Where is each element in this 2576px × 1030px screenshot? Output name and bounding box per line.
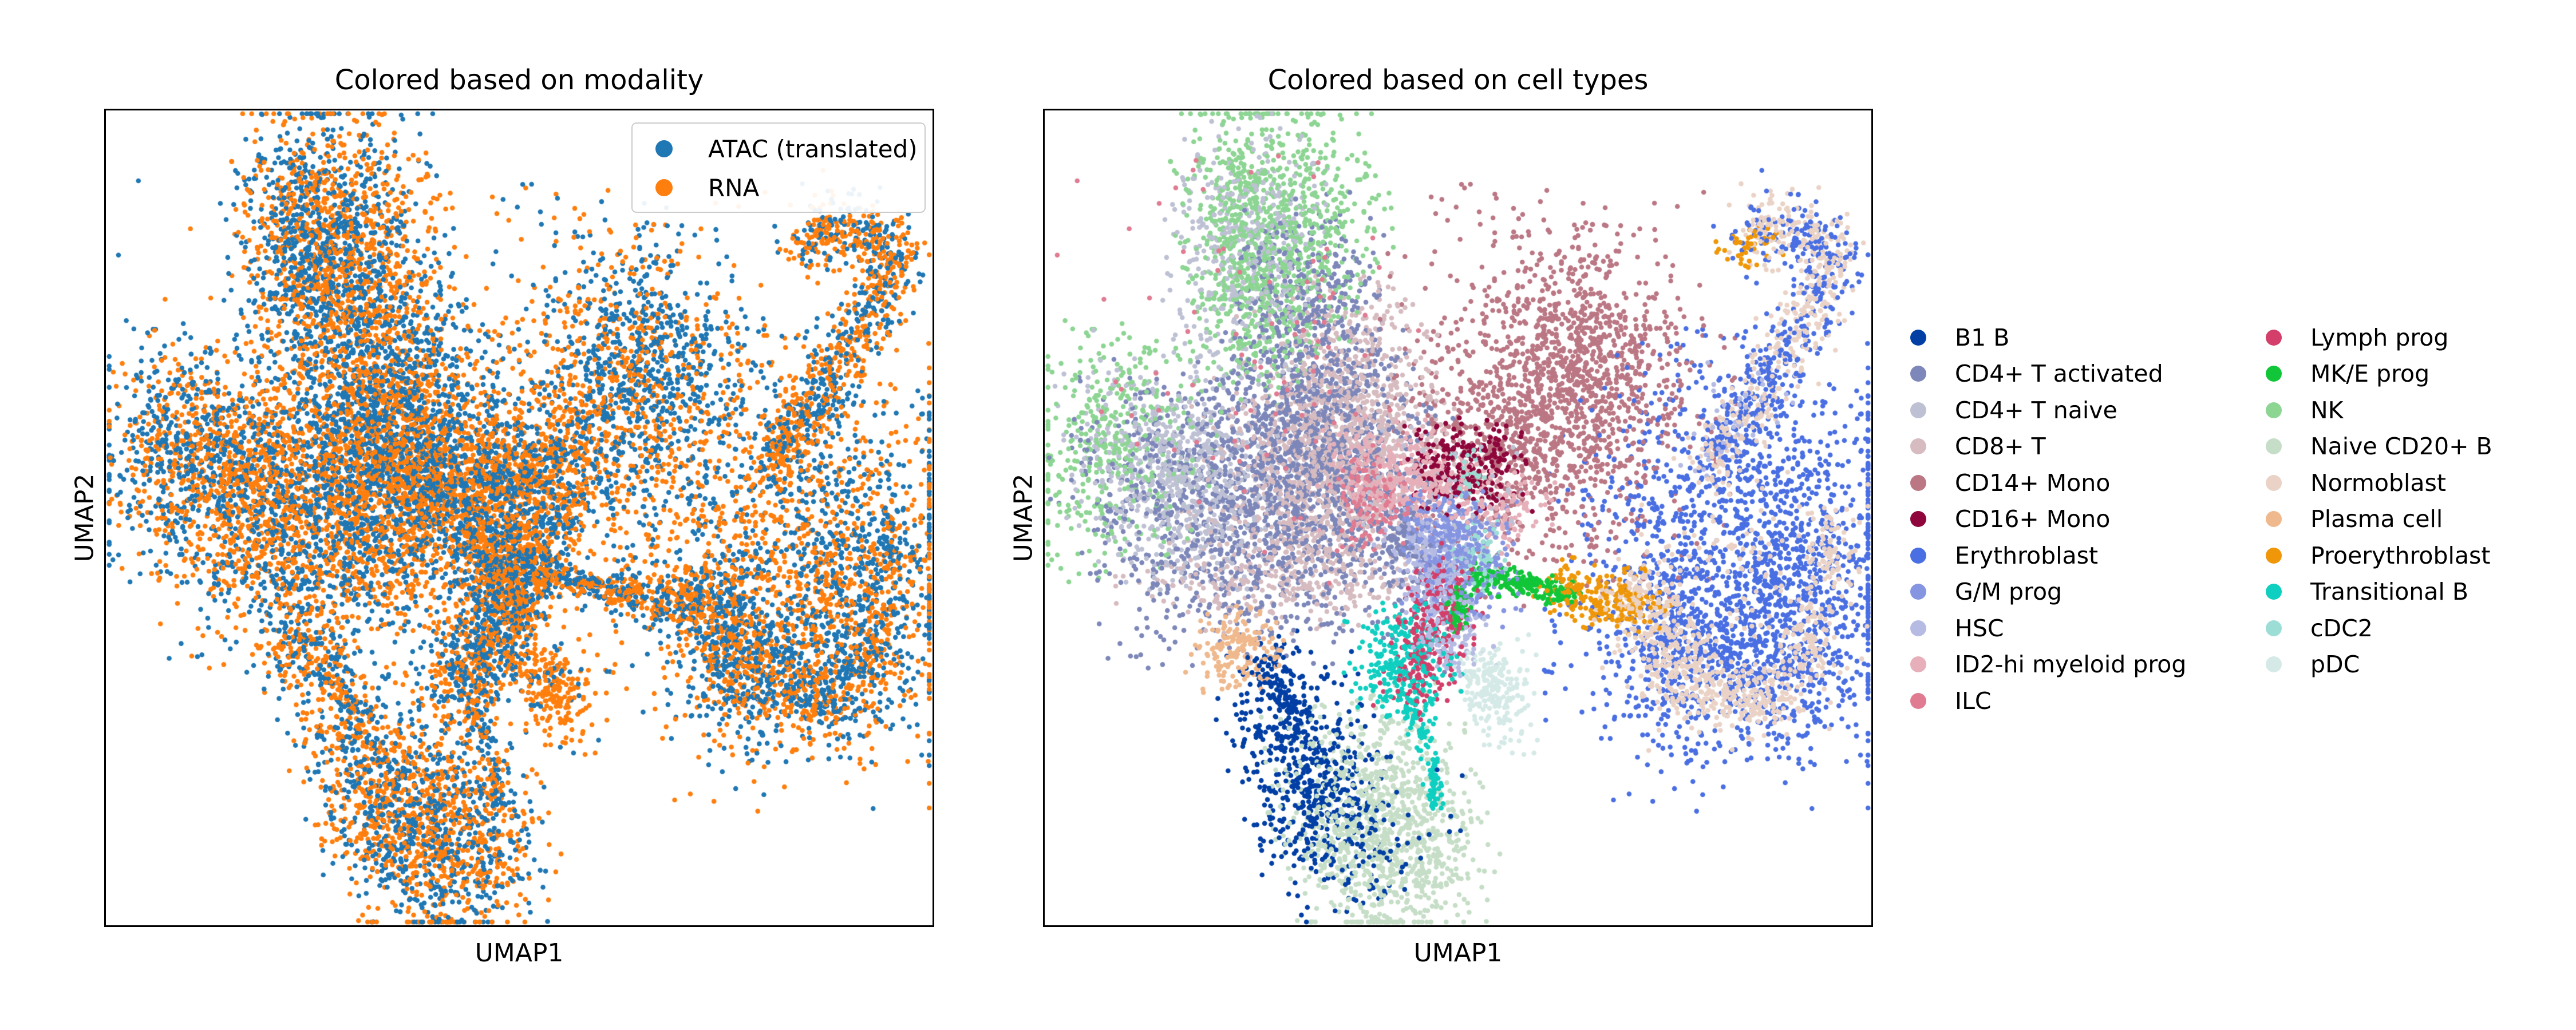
legend-label: pDC	[2310, 651, 2360, 679]
legend-item: Normoblast	[2266, 465, 2492, 501]
legend-label: ATAC (translated)	[708, 134, 918, 163]
legend-label: Naive CD20+ B	[2310, 433, 2492, 461]
legend-item: CD14+ Mono	[1910, 465, 2186, 501]
legend-item: G/M prog	[1910, 574, 2186, 611]
legend-swatch-icon	[1910, 511, 1926, 528]
legend-swatch-icon	[1910, 656, 1926, 673]
modality-legend: ATAC (translated) RNA	[631, 122, 926, 213]
legend-label: Transitional B	[2310, 578, 2468, 606]
legend-item-atac: ATAC (translated)	[655, 129, 924, 168]
legend-label: Plasma cell	[2310, 505, 2443, 533]
legend-swatch-icon	[2266, 438, 2282, 455]
legend-swatch-icon	[1910, 584, 1926, 600]
celltypes-xlabel: UMAP1	[1413, 938, 1503, 968]
legend-item: CD16+ Mono	[1910, 501, 2186, 538]
legend-label: cDC2	[2310, 614, 2373, 642]
legend-label: CD4+ T naive	[1955, 396, 2117, 424]
legend-item: CD8+ T	[1910, 429, 2186, 465]
legend-item: NK	[2266, 392, 2492, 429]
modality-panel-title: Colored based on modality	[334, 64, 704, 96]
legend-item: cDC2	[2266, 610, 2492, 647]
legend-swatch-icon	[1910, 474, 1926, 491]
celltype-legend-column-2: Lymph prog MK/E prog NK Naive CD20+ B Normob…	[2266, 319, 2492, 683]
legend-swatch-icon	[1910, 620, 1926, 636]
legend-item: MK/E prog	[2266, 356, 2492, 393]
celltype-legend-column-1: B1 B CD4+ T activated CD4+ T naive CD8+ T CD…	[1910, 319, 2186, 719]
legend-item: Plasma cell	[2266, 501, 2492, 538]
legend-label: CD4+ T activated	[1955, 360, 2163, 388]
legend-label: Lymph prog	[2310, 323, 2449, 351]
legend-swatch-icon	[2266, 584, 2282, 600]
legend-swatch-icon	[2266, 366, 2282, 382]
legend-label: ILC	[1955, 687, 1992, 715]
legend-swatch-icon	[2266, 547, 2282, 564]
celltypes-scatter-canvas	[1045, 110, 1871, 925]
legend-swatch-icon	[2266, 402, 2282, 418]
legend-label: MK/E prog	[2310, 360, 2430, 388]
legend-label: Normoblast	[2310, 469, 2446, 497]
legend-item: B1 B	[1910, 319, 2186, 356]
legend-label: NK	[2310, 396, 2344, 424]
celltypes-axes	[1043, 109, 1873, 927]
legend-item-rna: RNA	[655, 168, 924, 207]
legend-item: Lymph prog	[2266, 319, 2492, 356]
legend-label: CD8+ T	[1955, 433, 2046, 461]
legend-label: G/M prog	[1955, 578, 2063, 606]
rna-swatch-icon	[655, 179, 673, 196]
legend-swatch-icon	[1910, 366, 1926, 382]
legend-swatch-icon	[1910, 438, 1926, 455]
legend-label: Proerythroblast	[2310, 541, 2491, 569]
legend-swatch-icon	[1910, 329, 1926, 346]
celltypes-ylabel: UMAP2	[1009, 473, 1038, 562]
legend-item: CD4+ T naive	[1910, 392, 2186, 429]
legend-swatch-icon	[2266, 620, 2282, 636]
legend-item: ID2-hi myeloid prog	[1910, 647, 2186, 683]
legend-swatch-icon	[1910, 692, 1926, 709]
legend-swatch-icon	[2266, 656, 2282, 673]
legend-swatch-icon	[2266, 511, 2282, 528]
legend-label: RNA	[708, 173, 760, 202]
legend-label: B1 B	[1955, 323, 2010, 351]
legend-swatch-icon	[2266, 474, 2282, 491]
legend-item: Naive CD20+ B	[2266, 429, 2492, 465]
legend-item: Transitional B	[2266, 574, 2492, 611]
modality-xlabel: UMAP1	[475, 938, 564, 968]
legend-item: CD4+ T activated	[1910, 356, 2186, 393]
legend-item: ILC	[1910, 683, 2186, 719]
legend-label: CD16+ Mono	[1955, 505, 2111, 533]
modality-ylabel: UMAP2	[70, 473, 100, 562]
atac-swatch-icon	[655, 140, 673, 157]
modality-axes	[104, 109, 934, 927]
legend-item: HSC	[1910, 610, 2186, 647]
legend-item: Erythroblast	[1910, 537, 2186, 574]
legend-label: HSC	[1955, 614, 2004, 642]
legend-label: Erythroblast	[1955, 541, 2099, 569]
legend-label: CD14+ Mono	[1955, 469, 2111, 497]
legend-swatch-icon	[1910, 547, 1926, 564]
celltypes-panel-title: Colored based on cell types	[1267, 64, 1649, 96]
legend-item: pDC	[2266, 647, 2492, 683]
modality-scatter-canvas	[106, 110, 933, 925]
legend-item: Proerythroblast	[2266, 537, 2492, 574]
legend-label: ID2-hi myeloid prog	[1955, 651, 2187, 679]
legend-swatch-icon	[2266, 329, 2282, 346]
legend-swatch-icon	[1910, 402, 1926, 418]
